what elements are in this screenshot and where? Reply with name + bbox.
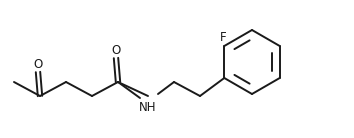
Text: O: O xyxy=(112,44,121,57)
Text: F: F xyxy=(220,31,227,44)
Text: NH: NH xyxy=(139,101,157,114)
Text: O: O xyxy=(33,58,42,71)
